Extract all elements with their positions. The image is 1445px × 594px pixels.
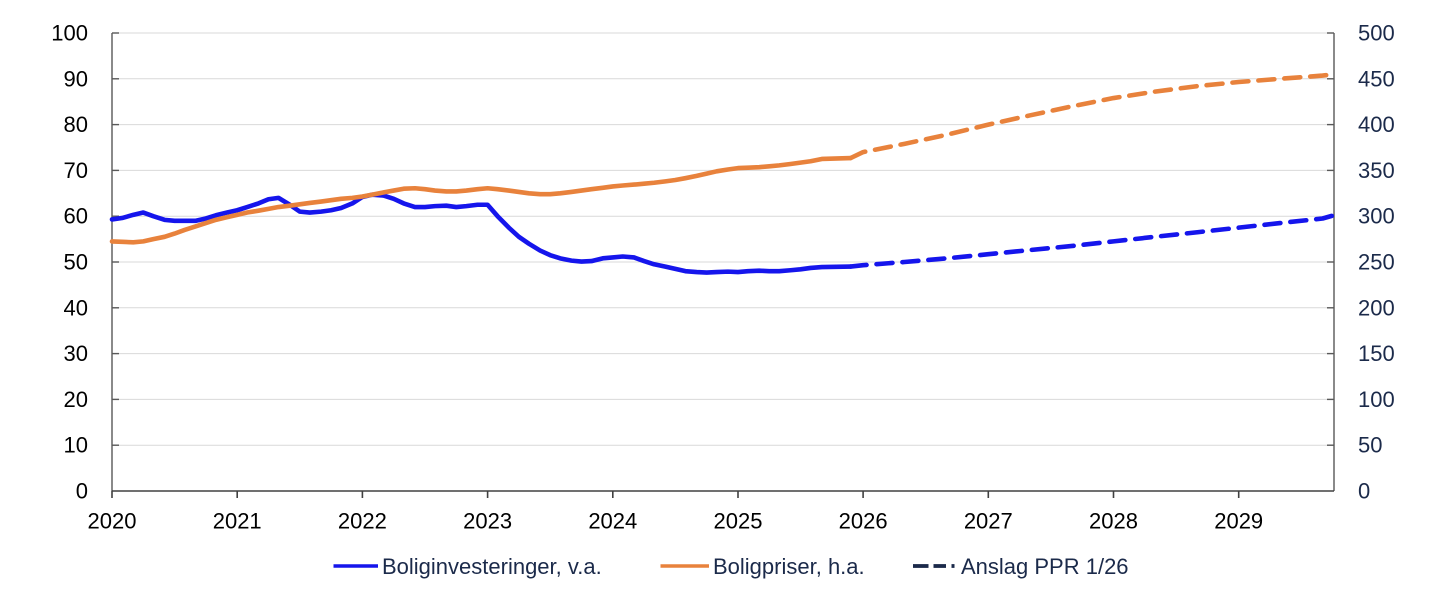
svg-text:20: 20 — [64, 387, 88, 412]
svg-text:2029: 2029 — [1214, 509, 1263, 534]
svg-text:Anslag PPR 1/26: Anslag PPR 1/26 — [961, 554, 1129, 579]
svg-text:500: 500 — [1358, 21, 1395, 46]
svg-text:10: 10 — [64, 433, 88, 458]
svg-text:70: 70 — [64, 158, 88, 183]
svg-text:Boliginvesteringer, v.a.: Boliginvesteringer, v.a. — [382, 554, 602, 579]
svg-text:250: 250 — [1358, 250, 1395, 275]
svg-text:300: 300 — [1358, 204, 1395, 229]
svg-text:2025: 2025 — [714, 509, 763, 534]
svg-text:2028: 2028 — [1089, 509, 1138, 534]
svg-text:200: 200 — [1358, 295, 1395, 320]
svg-text:350: 350 — [1358, 158, 1395, 183]
svg-text:Boligpriser, h.a.: Boligpriser, h.a. — [713, 554, 865, 579]
svg-text:60: 60 — [64, 204, 88, 229]
svg-text:2027: 2027 — [964, 509, 1013, 534]
svg-text:0: 0 — [1358, 479, 1370, 504]
svg-text:50: 50 — [64, 250, 88, 275]
svg-text:2021: 2021 — [213, 509, 262, 534]
svg-text:50: 50 — [1358, 433, 1382, 458]
svg-text:400: 400 — [1358, 112, 1395, 137]
svg-text:90: 90 — [64, 66, 88, 91]
svg-text:2020: 2020 — [88, 509, 137, 534]
svg-text:80: 80 — [64, 112, 88, 137]
svg-text:2022: 2022 — [338, 509, 387, 534]
svg-text:100: 100 — [1358, 387, 1395, 412]
svg-text:30: 30 — [64, 341, 88, 366]
svg-text:2024: 2024 — [588, 509, 637, 534]
svg-text:0: 0 — [76, 479, 88, 504]
svg-text:2023: 2023 — [463, 509, 512, 534]
svg-text:100: 100 — [51, 21, 88, 46]
svg-text:40: 40 — [64, 295, 88, 320]
svg-text:450: 450 — [1358, 66, 1395, 91]
svg-text:2026: 2026 — [839, 509, 888, 534]
svg-text:150: 150 — [1358, 341, 1395, 366]
